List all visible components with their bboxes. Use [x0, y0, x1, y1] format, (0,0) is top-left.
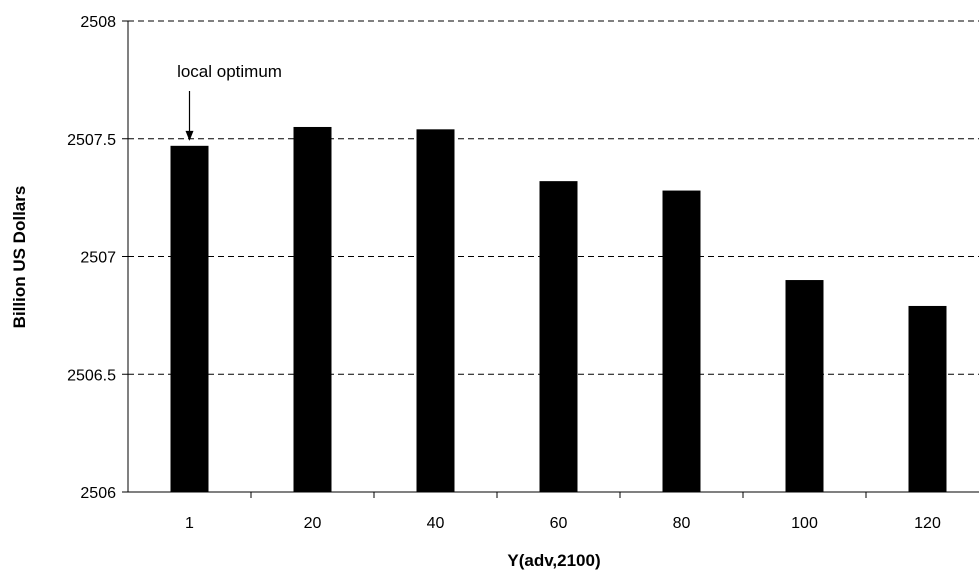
x-tick-label: 40 — [427, 515, 445, 532]
bar — [539, 181, 578, 492]
x-tick-label: 100 — [791, 515, 818, 532]
x-tick-label: 1 — [185, 515, 194, 532]
bar — [785, 280, 824, 492]
x-tick-label: 60 — [550, 515, 568, 532]
x-axis-ticks: 1 20 40 60 80 100 120 — [185, 492, 941, 532]
x-tick-label: 20 — [304, 515, 322, 532]
y-tick-label: 2507 — [80, 250, 116, 267]
bar — [662, 190, 701, 492]
y-tick-label: 2507.5 — [67, 132, 116, 149]
x-tick-label: 80 — [673, 515, 691, 532]
bar-series — [170, 126, 947, 492]
bar — [416, 129, 455, 492]
y-axis-ticks: 2506 2506.5 2507 2507.5 2508 — [67, 14, 128, 502]
y-tick-label: 2506 — [80, 485, 116, 502]
y-tick-label: 2508 — [80, 14, 116, 31]
bar — [170, 145, 209, 492]
x-tick-label: 120 — [914, 515, 941, 532]
annotation: local optimum — [177, 62, 282, 141]
annotation-text: local optimum — [177, 62, 282, 81]
bar — [908, 305, 947, 492]
x-axis-title: Y(adv,2100) — [507, 551, 600, 570]
annotation-arrowhead — [185, 130, 194, 141]
bar — [293, 126, 332, 492]
y-axis-title: Billion US Dollars — [10, 186, 29, 329]
y-tick-label: 2506.5 — [67, 367, 116, 384]
